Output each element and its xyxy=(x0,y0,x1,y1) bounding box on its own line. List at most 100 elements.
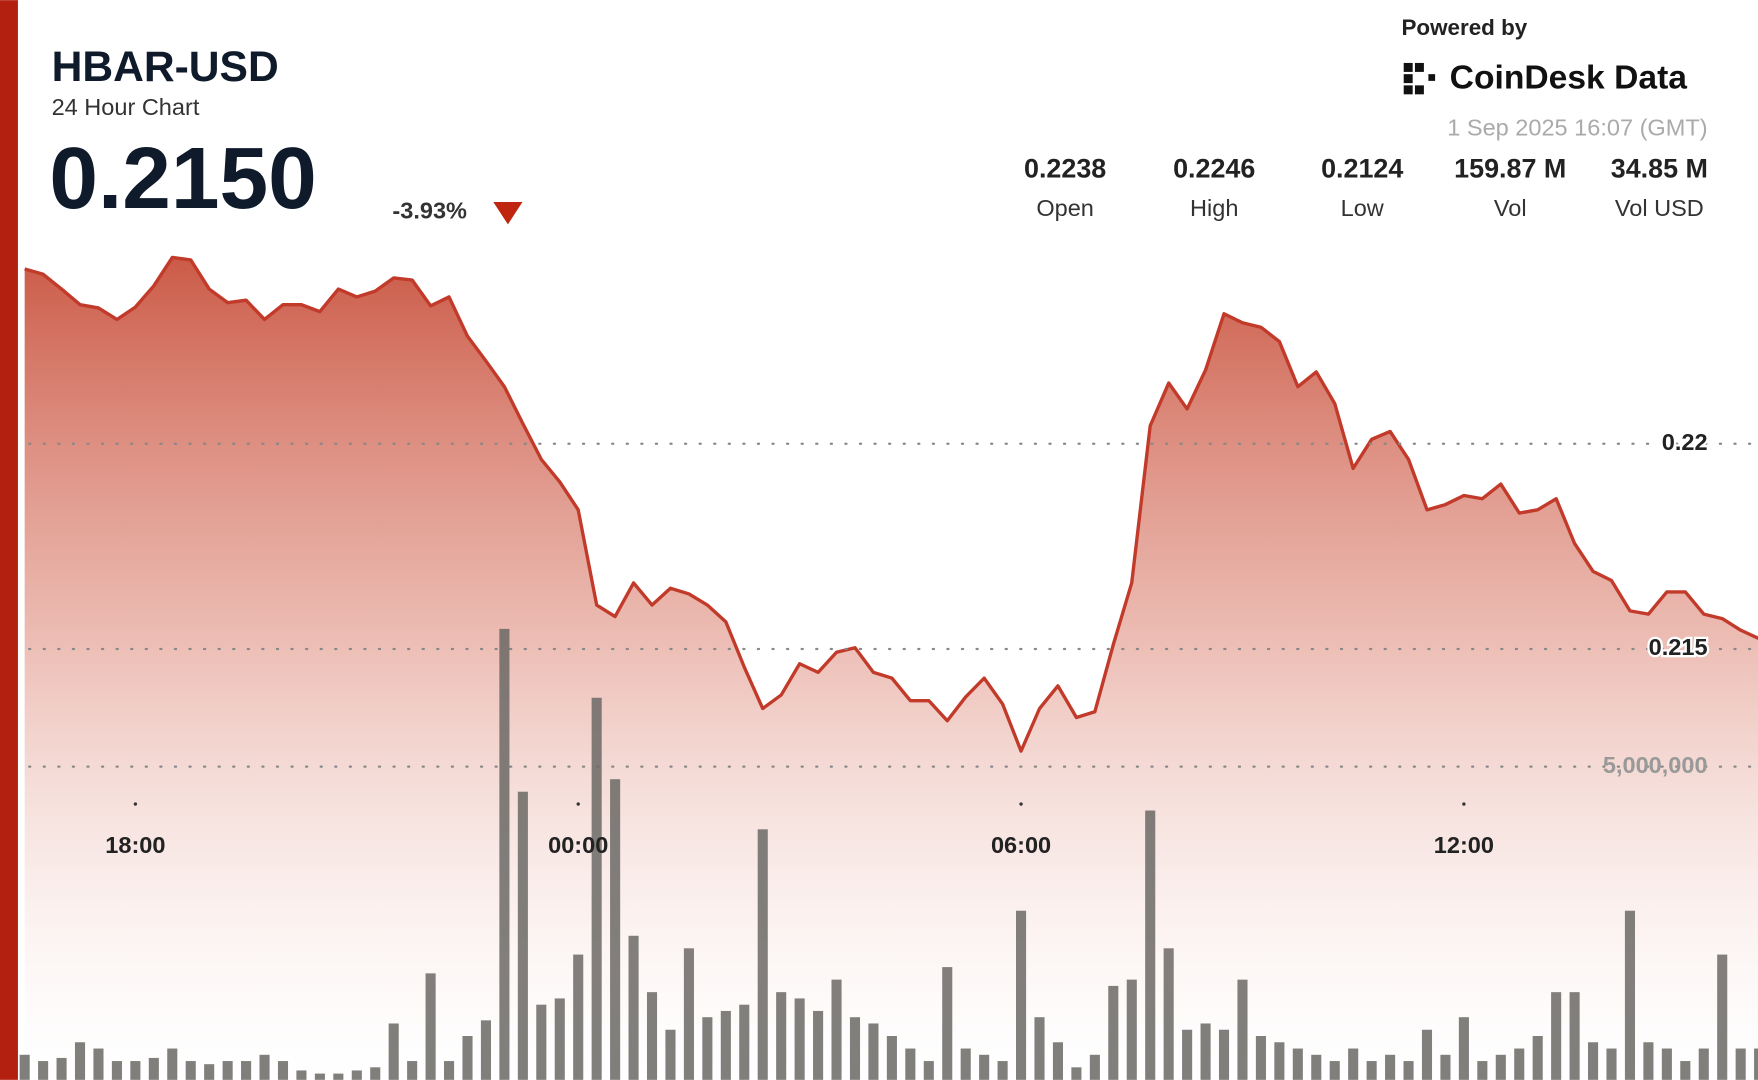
volume-bar xyxy=(296,1070,307,1080)
volume-bar xyxy=(610,779,621,1080)
volume-bar xyxy=(130,1061,141,1080)
volume-bar xyxy=(1052,1042,1064,1080)
timestamp: 1 Sep 2025 16:07 (GMT) xyxy=(1447,114,1707,140)
volume-bar xyxy=(1514,1048,1525,1080)
volume-bar xyxy=(1016,910,1027,1080)
volume-bar xyxy=(241,1061,252,1080)
volume-bar xyxy=(573,954,584,1080)
volume-bar xyxy=(1606,1048,1617,1080)
x-tick-label: 12:00 xyxy=(1434,832,1494,858)
brand: CoinDesk Data xyxy=(1450,60,1688,97)
x-tick-label: 18:00 xyxy=(105,832,165,858)
volume-bar xyxy=(1126,979,1137,1080)
volume-bar xyxy=(886,1036,897,1080)
y2-tick-label: 5,000,000 xyxy=(1603,752,1708,778)
x-tick-label: 06:00 xyxy=(991,832,1051,858)
volume-bar xyxy=(1366,1061,1377,1080)
volume-bar xyxy=(1735,1048,1746,1080)
volume-bar xyxy=(1624,910,1636,1080)
volume-bar xyxy=(1440,1054,1451,1080)
volume-bar xyxy=(74,1042,86,1080)
volume-bar xyxy=(1588,1042,1599,1080)
volume-bar xyxy=(1311,1054,1322,1080)
volume-bar xyxy=(665,1029,676,1080)
x-tick-label: 00:00 xyxy=(548,832,608,858)
volume-bar xyxy=(776,992,787,1080)
volume-bar xyxy=(1661,1048,1672,1080)
volume-bar xyxy=(148,1057,159,1080)
volume-bar xyxy=(1754,1048,1758,1080)
stats: 0.2238 Open 0.2246 High 0.2124 Low 159.87 M Vol… xyxy=(1024,154,1708,221)
volume-bar xyxy=(1698,1048,1709,1080)
down-arrow xyxy=(493,201,523,225)
stat-label: Vol xyxy=(1494,195,1527,221)
x-tick xyxy=(1462,802,1466,806)
volume-bar xyxy=(1182,1029,1193,1080)
volume-bar xyxy=(111,1061,122,1080)
volume-bar xyxy=(739,1004,750,1080)
stat-label: Low xyxy=(1341,195,1385,221)
volume-bar xyxy=(185,1061,196,1080)
price-line xyxy=(24,255,1758,753)
volume-bar xyxy=(554,998,565,1080)
volume-bar xyxy=(1274,1042,1285,1080)
volume-bar xyxy=(1200,1023,1211,1080)
volume-bar xyxy=(1532,1036,1543,1080)
accent-bar xyxy=(0,0,18,1080)
volume-bar xyxy=(1495,1054,1506,1080)
volume-bar xyxy=(646,992,658,1080)
stat-value: 34.85 M xyxy=(1611,154,1708,184)
volume-bar xyxy=(1551,992,1562,1080)
volume-bar xyxy=(813,1010,824,1080)
volume-bar xyxy=(277,1061,289,1080)
logo-icon xyxy=(1403,62,1436,95)
price-change: -3.93% xyxy=(392,197,467,223)
volume-bar xyxy=(536,1004,547,1080)
volume-bar xyxy=(38,1061,49,1080)
volume-bar xyxy=(960,1048,971,1080)
price-area xyxy=(24,257,1758,1080)
chart-title: HBAR-USD xyxy=(52,43,279,91)
current-price: 0.2150 xyxy=(49,129,316,227)
volume-bar xyxy=(1034,1017,1045,1080)
volume-bar xyxy=(868,1023,879,1080)
volume-bar xyxy=(1089,1054,1100,1080)
volume-bar xyxy=(831,979,842,1080)
volume-bar xyxy=(1145,810,1156,1080)
volume-bar xyxy=(1237,979,1248,1080)
stat-value: 0.2124 xyxy=(1321,154,1403,184)
volume-bar xyxy=(1477,1061,1488,1080)
volume-bar xyxy=(425,973,436,1080)
chart-subtitle: 24 Hour Chart xyxy=(52,94,200,120)
volume-bar xyxy=(1421,1029,1433,1080)
volume-bar xyxy=(1403,1061,1414,1080)
volume-bar xyxy=(942,967,953,1080)
plot: 0.215 0.22 5,000,000 18:00 00:00 06:00 12:00 xyxy=(19,255,1758,1080)
stat-label: Vol USD xyxy=(1615,195,1704,221)
x-tick xyxy=(576,802,580,806)
volume-bar xyxy=(591,697,602,1080)
volume-bar xyxy=(517,791,528,1080)
volume-bar xyxy=(683,948,694,1080)
y-tick-label: 0.22 xyxy=(1662,429,1708,455)
volume-bar xyxy=(1717,954,1728,1080)
stat-label: Open xyxy=(1036,195,1094,221)
volume-bar xyxy=(979,1054,990,1080)
volume-bar xyxy=(1680,1061,1691,1080)
volume-bar xyxy=(1643,1042,1654,1080)
volume-bar xyxy=(1292,1048,1303,1080)
volume-bar xyxy=(1218,1029,1230,1080)
volume-bar xyxy=(19,1054,30,1080)
volume-bar xyxy=(1329,1061,1340,1080)
volume-bar xyxy=(204,1064,215,1080)
volume-bar xyxy=(1255,1036,1266,1080)
volume-bar xyxy=(794,998,805,1080)
volume-bar xyxy=(388,1023,399,1080)
volume-bar xyxy=(480,1020,492,1080)
volume-bar xyxy=(1458,1017,1469,1080)
stat-value: 0.2238 xyxy=(1024,154,1106,184)
volume-bar xyxy=(905,1048,916,1080)
volume-bar xyxy=(351,1070,362,1080)
volume-bar xyxy=(407,1061,418,1080)
